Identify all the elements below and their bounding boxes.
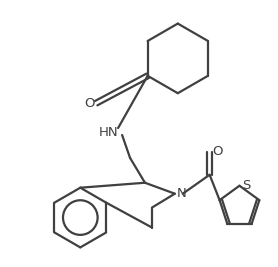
Text: O: O (84, 97, 95, 110)
Text: N: N (177, 187, 187, 200)
Text: S: S (242, 179, 251, 192)
Text: HN: HN (98, 125, 118, 139)
Text: O: O (212, 146, 223, 158)
